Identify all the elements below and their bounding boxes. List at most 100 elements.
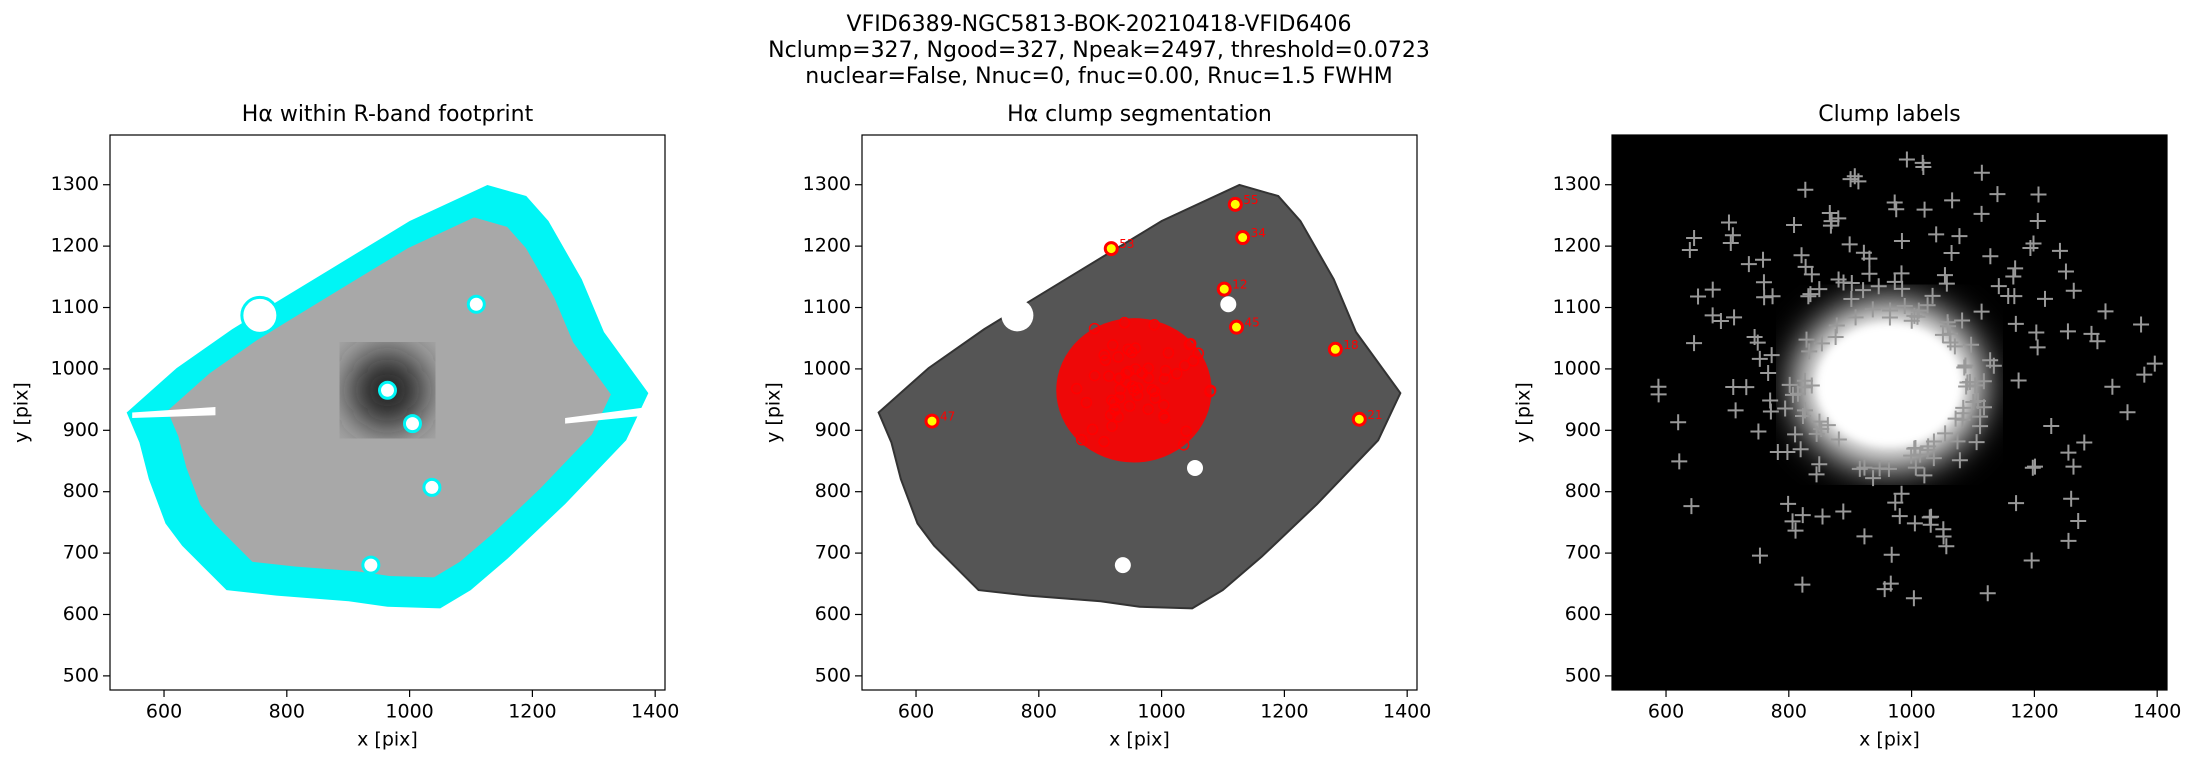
label-cross	[1861, 265, 1878, 282]
y-tick-label: 600	[1565, 603, 1601, 625]
label-cross	[1982, 248, 1999, 265]
label-cross	[1968, 434, 1985, 451]
clump	[1128, 384, 1140, 397]
mask	[240, 295, 280, 335]
label-cross	[2119, 404, 2136, 421]
clump	[1120, 376, 1132, 388]
label-cross	[1907, 459, 1924, 476]
axes-frame	[109, 134, 666, 691]
label-cross	[1798, 331, 1815, 348]
mask	[1001, 299, 1034, 332]
clump	[1158, 373, 1171, 385]
y-tick-label: 900	[63, 419, 99, 441]
label-cross	[1794, 576, 1811, 593]
label-cross	[1755, 251, 1772, 268]
y-tick-label: 700	[815, 542, 851, 564]
y-tick-label: 900	[1565, 419, 1601, 441]
label-cross	[1843, 290, 1860, 307]
clump-marker	[1229, 319, 1245, 335]
label-cross	[1704, 307, 1721, 324]
label-cross	[1990, 278, 2007, 295]
y-tick-label: 700	[63, 542, 99, 564]
clump-label: 12	[1232, 278, 1247, 292]
y-tick-label: 500	[815, 664, 851, 686]
label-cross	[1787, 522, 1804, 539]
clump	[1106, 420, 1118, 432]
label-cross	[2007, 260, 2024, 277]
label-cross	[1936, 267, 1953, 284]
label-cross	[1972, 418, 1989, 435]
label-cross	[1949, 433, 1966, 450]
clump	[1180, 425, 1192, 437]
label-cross	[2026, 458, 2043, 475]
y-axis-label: y [pix]	[11, 382, 33, 443]
x-tick-label: 1000	[1137, 701, 1185, 723]
clump	[1120, 367, 1133, 379]
clump	[1159, 364, 1172, 377]
label-cross	[1954, 312, 1971, 329]
label-cross	[2097, 303, 2114, 320]
label-cross	[1681, 242, 1698, 259]
suptitle: nuclear=False, Nnuc=0, fnuc=0.00, Rnuc=1…	[805, 64, 1392, 89]
label-cross	[1975, 373, 1992, 390]
y-tick-label: 1000	[1553, 357, 1601, 379]
label-cross	[1893, 265, 1910, 282]
clump	[1122, 343, 1134, 356]
label-cross	[1764, 288, 1781, 305]
label-cross	[2005, 268, 2022, 285]
label-cross	[1919, 442, 1936, 459]
y-tick-label: 1000	[803, 357, 851, 379]
label-cross	[1819, 417, 1836, 434]
label-cross	[1891, 508, 1908, 525]
clump	[1107, 339, 1119, 351]
label-cross	[1841, 236, 1858, 253]
label-cross	[2076, 434, 2093, 451]
label-cross	[1814, 508, 1831, 525]
label-cross	[1975, 399, 1992, 416]
clump	[1142, 372, 1155, 384]
label-cross	[1828, 317, 1845, 334]
label-cross	[1793, 247, 1810, 264]
y-tick-label: 1300	[1553, 173, 1601, 195]
clump-label: 18	[1343, 338, 1358, 352]
label-cross	[1784, 513, 1801, 530]
label-cross	[2007, 315, 2024, 332]
clump	[1146, 384, 1159, 396]
clump	[1099, 354, 1112, 367]
x-tick-label: 1200	[1260, 701, 1308, 723]
y-tick-label: 1200	[51, 235, 99, 257]
clump-marker	[1351, 411, 1367, 427]
label-cross	[1781, 376, 1798, 393]
label-cross	[1985, 357, 2002, 374]
label-cross	[2057, 263, 2074, 280]
label-cross	[1941, 325, 1958, 342]
y-tick-label: 1100	[51, 296, 99, 318]
label-cross	[1751, 350, 1768, 367]
label-cross	[1876, 581, 1893, 598]
label-cross	[1843, 275, 1860, 292]
label-cross	[1797, 181, 1814, 198]
label-cross	[2060, 444, 2077, 461]
label-cross	[2059, 323, 2076, 340]
label-cross	[1886, 273, 1903, 290]
label-cross	[1683, 498, 1700, 515]
x-tick-label: 600	[1648, 701, 1684, 723]
x-axis-label: x [pix]	[1109, 729, 1170, 751]
clump-label: 55	[1243, 193, 1258, 207]
x-axis-label: x [pix]	[1859, 729, 1920, 751]
label-cross	[1957, 357, 1974, 374]
label-cross	[1888, 201, 1905, 218]
label-cross	[1704, 281, 1721, 298]
label-cross	[2023, 552, 2040, 569]
label-cross	[1751, 547, 1768, 564]
label-cross	[1800, 288, 1817, 305]
label-cross	[1856, 528, 1873, 545]
label-core	[1817, 323, 1962, 446]
label-cross	[1865, 470, 1882, 487]
label-cross	[1830, 431, 1847, 448]
clump-marker	[924, 413, 940, 429]
clump-marker	[1216, 281, 1232, 297]
label-cross	[1738, 379, 1755, 396]
label-cross	[1894, 280, 1911, 297]
label-cross	[1802, 286, 1819, 303]
